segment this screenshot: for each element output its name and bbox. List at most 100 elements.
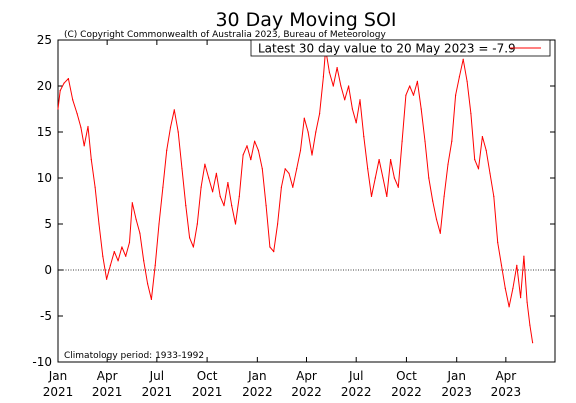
data-point (474, 159, 476, 161)
y-tick-label: 25 (37, 33, 52, 47)
data-point (299, 149, 302, 151)
x-tick-label-month: Oct (197, 369, 218, 383)
data-point (428, 177, 430, 179)
data-point (143, 260, 145, 262)
data-point (477, 168, 480, 170)
y-tick-label: 10 (37, 171, 52, 185)
data-point (154, 264, 156, 266)
x-tick-label-month: Jan (247, 369, 267, 383)
data-point (311, 154, 313, 156)
data-point (497, 241, 499, 243)
legend-box (250, 39, 551, 57)
data-point (196, 223, 198, 225)
data-point (432, 200, 434, 202)
data-point (212, 191, 214, 193)
x-tick-label-month: Apr (296, 369, 317, 383)
data-point (367, 168, 369, 170)
y-tick-label: -5 (40, 309, 52, 323)
data-point (162, 186, 164, 188)
legend-label: Latest 30 day value to 20 May 2023 = -7.… (258, 42, 516, 56)
data-point (409, 85, 411, 87)
y-tick-label: 5 (44, 217, 52, 231)
data-point (355, 122, 357, 124)
data-point (231, 205, 233, 207)
y-axis: -10 -5 0 5 10 15 20 25 (32, 33, 555, 369)
data-point (447, 163, 449, 165)
data-point (348, 85, 350, 87)
data-point (374, 177, 376, 179)
climatology-note: Climatology period: 1933-1992 (64, 351, 204, 361)
x-tick-label-year: 2022 (341, 385, 372, 399)
data-point (150, 298, 152, 300)
data-point (113, 251, 115, 253)
data-point (390, 159, 392, 161)
data-point (67, 78, 69, 80)
data-point (485, 149, 487, 151)
data-point (443, 195, 445, 197)
data-point (173, 109, 175, 111)
data-point (242, 154, 244, 156)
chart-title: 30 Day Moving SOI (215, 9, 396, 31)
x-tick-label-year: 2022 (242, 385, 273, 399)
data-point (493, 195, 495, 197)
x-tick-label-month: Apr (495, 369, 516, 383)
data-point (109, 264, 111, 266)
data-point (292, 186, 294, 188)
x-tick-label-month: Oct (396, 369, 417, 383)
data-point (106, 278, 108, 280)
data-point (102, 255, 104, 257)
data-point (307, 131, 309, 133)
y-tick-label: 0 (44, 263, 52, 277)
data-point (131, 202, 133, 204)
data-point (500, 264, 503, 266)
data-point (80, 126, 82, 128)
data-point (169, 126, 172, 128)
data-point (303, 117, 305, 119)
data-point (340, 85, 342, 87)
data-point (455, 94, 457, 96)
data-point (416, 80, 418, 82)
data-point (344, 99, 346, 101)
data-point (277, 223, 279, 225)
data-point (185, 205, 187, 207)
y-tick-label: 20 (37, 79, 52, 93)
data-point (166, 149, 168, 151)
data-point (412, 94, 415, 96)
x-tick-label-year: 2021 (92, 385, 123, 399)
data-point (250, 159, 252, 161)
data-point (296, 168, 298, 170)
data-point (200, 186, 202, 188)
data-point (219, 195, 221, 197)
data-point (512, 287, 514, 289)
data-point (319, 113, 321, 115)
x-tick-label-year: 2021 (142, 385, 173, 399)
data-point (466, 80, 468, 82)
data-point (181, 168, 183, 170)
data-point (532, 342, 534, 344)
data-point (87, 125, 89, 128)
data-point (284, 168, 286, 170)
data-point (208, 177, 210, 179)
x-tick-label-month: Jan (446, 369, 466, 383)
x-tick-label-month: Jul (348, 369, 363, 383)
data-point (234, 223, 237, 225)
data-point (328, 71, 330, 73)
data-point (147, 283, 149, 285)
data-point (94, 186, 96, 188)
data-point (508, 306, 510, 308)
data-point (288, 172, 290, 174)
data-point (435, 218, 438, 220)
data-point (378, 159, 380, 161)
data-point (261, 168, 263, 170)
data-point (139, 232, 141, 234)
data-point (439, 232, 441, 234)
data-point (57, 108, 59, 110)
data-point (246, 145, 248, 147)
data-point (451, 140, 453, 142)
data-point (359, 99, 361, 101)
data-point (504, 287, 506, 289)
data-point (269, 246, 271, 248)
data-point (227, 182, 229, 184)
data-point (135, 218, 137, 220)
data-point (121, 246, 123, 248)
